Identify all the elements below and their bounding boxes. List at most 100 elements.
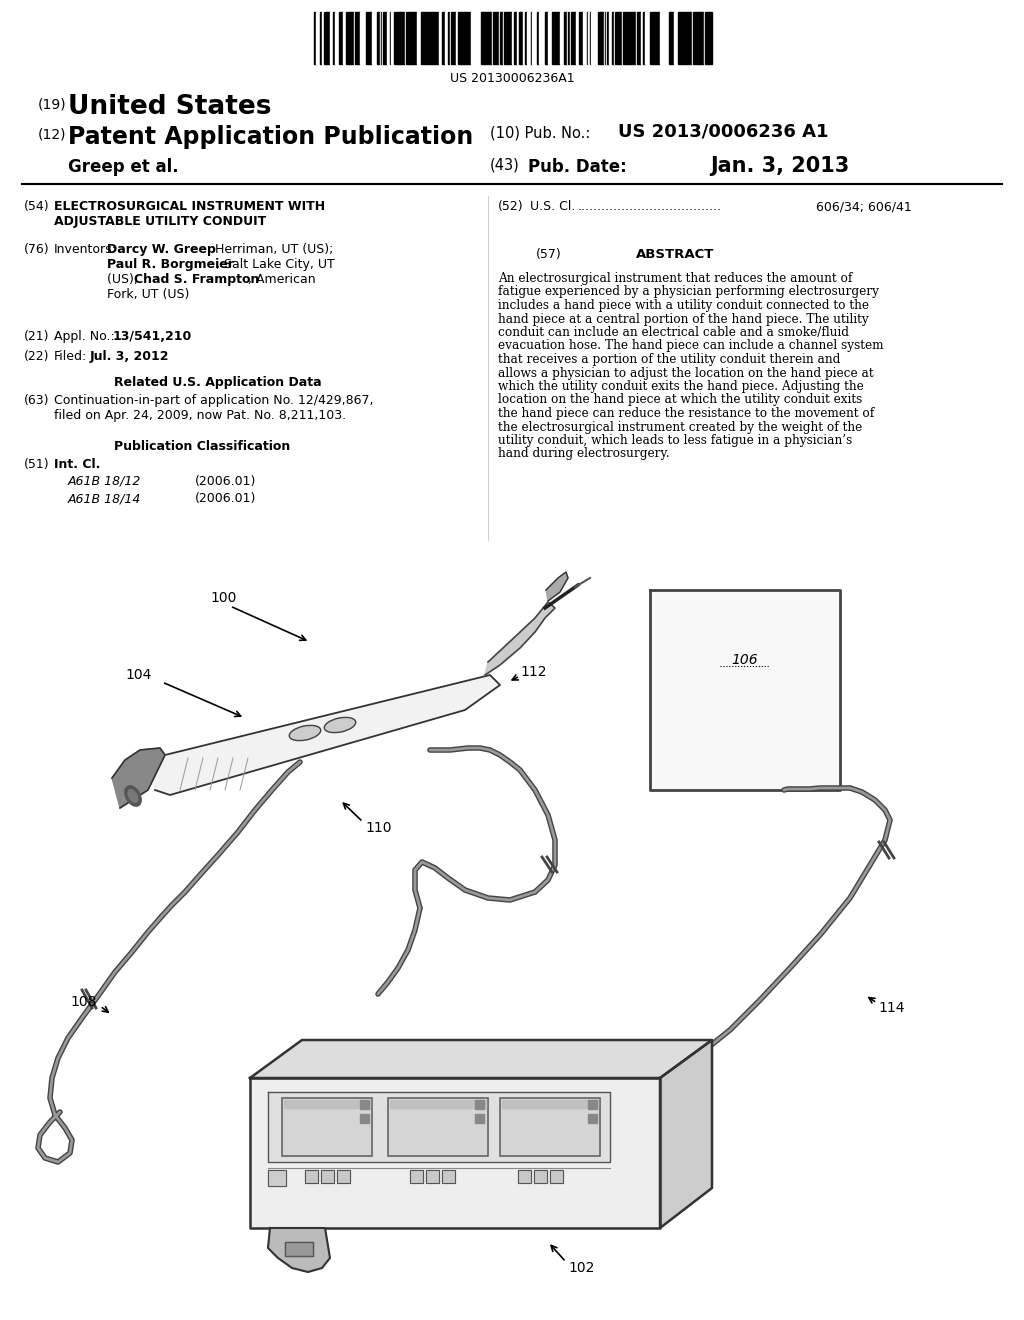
Bar [442,1170,455,1183]
Text: Int. Cl.: Int. Cl. [54,458,100,471]
Text: , Salt Lake City, UT: , Salt Lake City, UT [216,257,335,271]
Bar [591,12,593,63]
Bar [284,1100,370,1107]
Bar [471,12,473,63]
Bar [445,12,449,63]
Text: 106: 106 [732,653,759,667]
Bar [595,12,598,63]
Bar [553,12,555,63]
Bar [324,12,326,63]
Bar [648,12,650,63]
Text: Filed:: Filed: [54,350,87,363]
Ellipse shape [290,726,321,741]
Bar [546,12,548,63]
Bar [658,12,660,63]
Text: ABSTRACT: ABSTRACT [636,248,715,261]
Bar [475,1114,484,1123]
Bar [709,12,712,63]
Bar [696,12,698,63]
Text: 100: 100 [210,591,237,605]
Text: , American: , American [248,273,315,286]
Bar [330,12,333,63]
Bar [285,1242,313,1257]
Text: (76): (76) [24,243,49,256]
Bar [634,12,636,63]
Text: Inventors:: Inventors: [54,243,117,256]
Bar [466,12,469,63]
Bar [398,12,400,63]
Bar [585,12,587,63]
Bar [490,12,492,63]
Text: (54): (54) [24,201,49,213]
Bar [452,12,454,63]
Text: A61B 18/14: A61B 18/14 [68,492,141,506]
Text: Jan. 3, 2013: Jan. 3, 2013 [710,156,849,176]
Bar [500,1098,600,1156]
Text: (52): (52) [498,201,523,213]
Text: includes a hand piece with a utility conduit connected to the: includes a hand piece with a utility con… [498,300,869,312]
Bar [534,12,537,63]
Bar [411,12,413,63]
Bar [437,12,439,63]
Bar [669,12,671,63]
Bar [607,12,609,63]
Text: Patent Application Publication: Patent Application Publication [68,125,473,149]
Bar [632,12,634,63]
Bar [504,12,506,63]
Bar [641,12,643,63]
Bar [666,12,669,63]
Bar [388,1098,488,1156]
Bar [435,12,437,63]
Text: utility conduit, which leads to less fatigue in a physician’s: utility conduit, which leads to less fat… [498,434,852,447]
Text: Pub. Date:: Pub. Date: [528,158,627,176]
Bar [650,12,652,63]
Text: (57): (57) [536,248,562,261]
Text: evacuation hose. The hand piece can include a channel system: evacuation hose. The hand piece can incl… [498,339,884,352]
Bar [390,1100,486,1107]
Bar [537,12,539,63]
Bar [512,12,514,63]
Bar [410,1170,423,1183]
Bar [370,12,372,63]
Bar [449,12,450,63]
Bar [268,1170,286,1185]
Bar [514,12,516,63]
Bar [620,12,622,63]
Polygon shape [250,1078,660,1228]
Bar [601,12,604,63]
Bar [685,12,688,63]
Text: Continuation-in-part of application No. 12/429,867,: Continuation-in-part of application No. … [54,393,374,407]
Polygon shape [250,1040,712,1078]
Text: (10) Pub. No.:: (10) Pub. No.: [490,125,591,140]
Bar [478,12,480,63]
Text: (21): (21) [24,330,49,343]
Bar [655,12,658,63]
Bar [426,1170,439,1183]
Text: hand during electrosurgery.: hand during electrosurgery. [498,447,670,461]
Bar [422,12,425,63]
Bar [314,12,316,63]
Bar [415,12,417,63]
Bar [328,12,330,63]
Bar [410,1170,423,1183]
Bar [335,12,338,63]
Text: (19): (19) [38,98,67,112]
Bar [525,12,527,63]
Ellipse shape [125,785,141,807]
Bar [558,12,560,63]
Bar [442,12,445,63]
Bar [349,12,351,63]
Text: hand piece at a central portion of the hand piece. The utility: hand piece at a central portion of the h… [498,313,868,326]
Text: the electrosurgical instrument created by the weight of the: the electrosurgical instrument created b… [498,421,862,433]
Text: fatigue experienced by a physician performing electrosurgery: fatigue experienced by a physician perfo… [498,285,879,298]
Text: Paul R. Borgmeier: Paul R. Borgmeier [106,257,233,271]
Bar [461,12,463,63]
Bar [463,12,465,63]
Polygon shape [650,590,840,789]
Bar [360,1114,369,1123]
Bar [417,12,420,63]
Ellipse shape [325,717,355,733]
Bar [624,12,626,63]
Text: (22): (22) [24,350,49,363]
Bar [316,12,318,63]
